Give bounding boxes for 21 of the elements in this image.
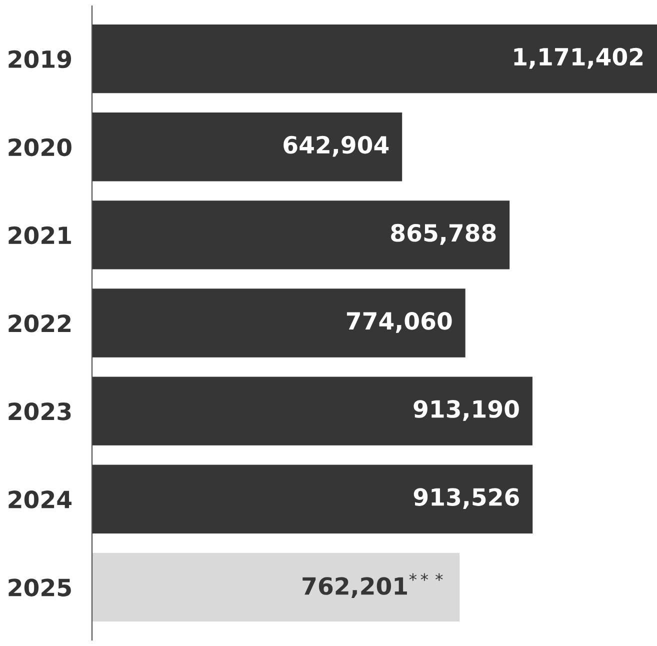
- y-tick-label: 2022: [8, 314, 71, 332]
- bar: [92, 288, 466, 358]
- bar: [92, 464, 533, 534]
- bar: [92, 24, 657, 94]
- bar: [92, 552, 460, 622]
- data-label: 913,190: [414, 400, 519, 421]
- y-tick-label: 2019: [8, 50, 72, 68]
- y-tick-label: 2025: [8, 578, 71, 596]
- y-tick-label: 2024: [8, 490, 72, 508]
- y-tick-label: 2021: [8, 226, 71, 244]
- y-tick-label: 2023: [8, 402, 71, 420]
- bar: [92, 112, 402, 182]
- data-label: 774,060: [346, 312, 452, 333]
- data-label: 642,904: [284, 136, 389, 157]
- data-label: 762,201$^{***}$: [302, 573, 443, 598]
- data-label: 865,788: [391, 224, 496, 245]
- y-tick-label: 2020: [8, 138, 72, 156]
- data-label: 1,171,402: [514, 48, 643, 69]
- bar: [92, 200, 510, 270]
- bar: [92, 376, 532, 446]
- data-label: 913,526: [414, 488, 519, 509]
